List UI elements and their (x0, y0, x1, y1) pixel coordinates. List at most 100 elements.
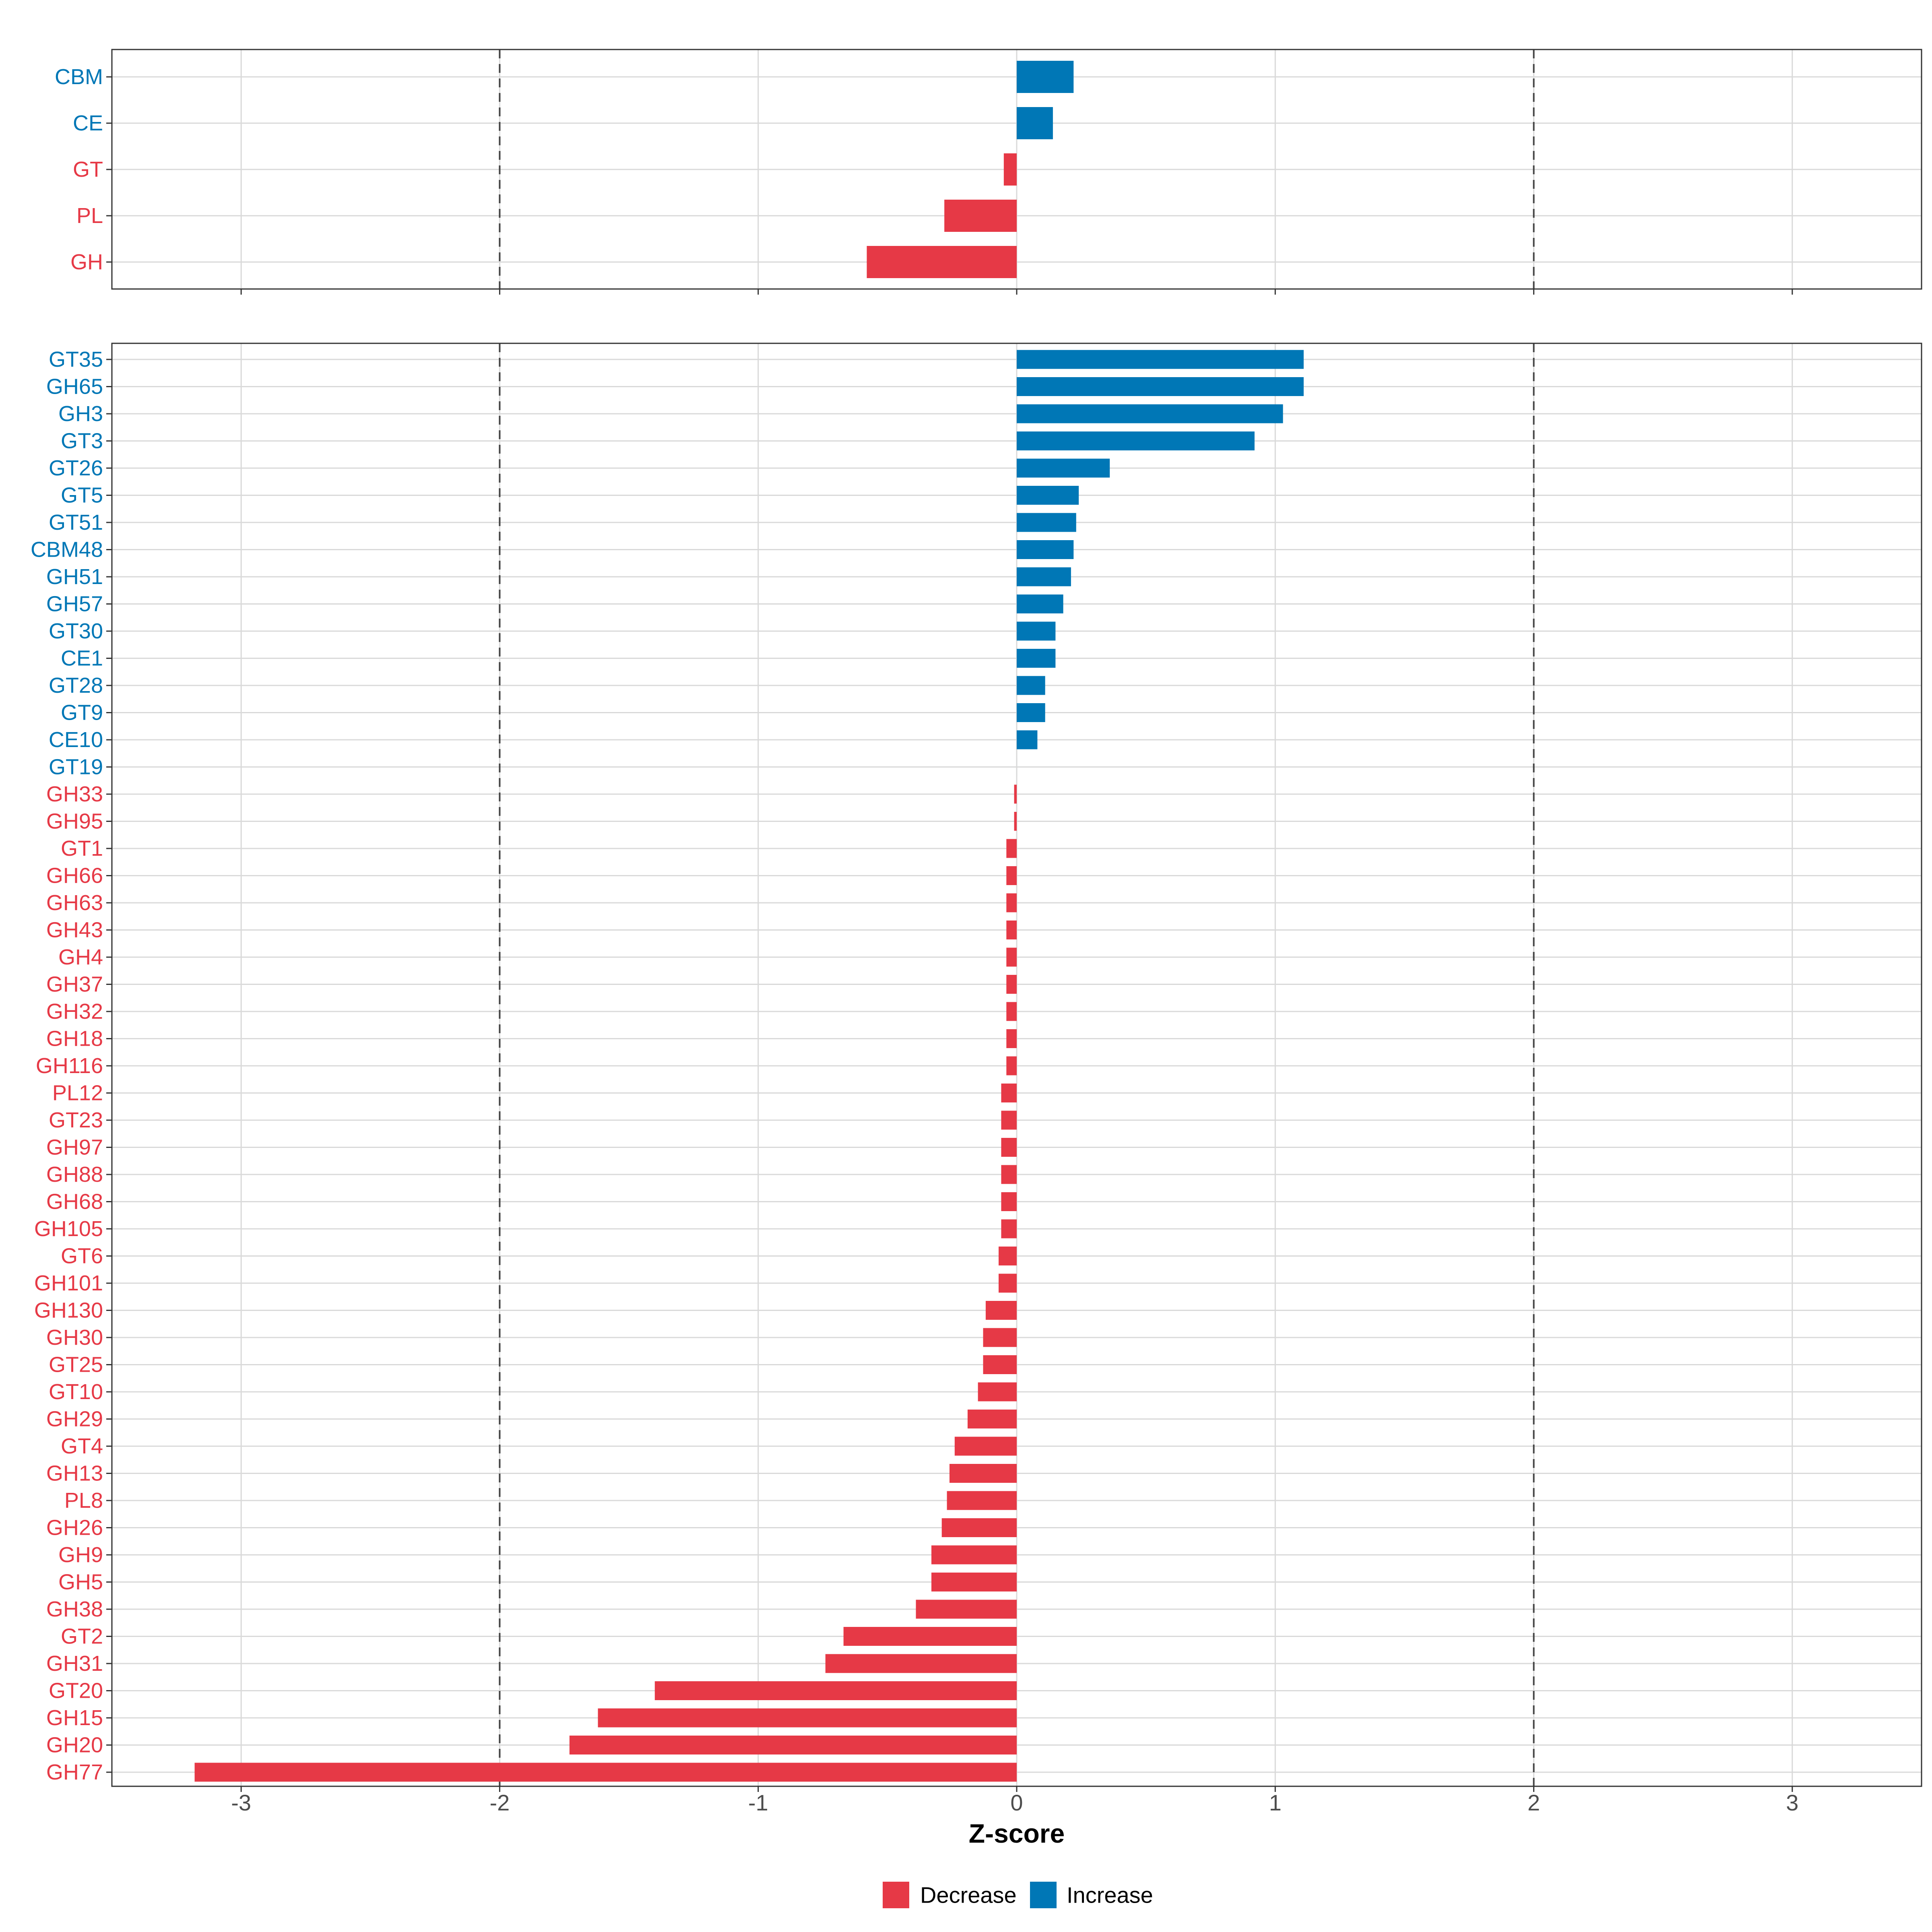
bar-gh51 (1017, 567, 1071, 586)
category-label-gh13: GH13 (46, 1461, 103, 1486)
x-tick-label: -1 (748, 1790, 768, 1815)
category-label-ce10: CE10 (49, 728, 103, 752)
category-label-gh66: GH66 (46, 864, 103, 888)
category-label-gt3: GT3 (61, 429, 103, 453)
bar-gt (1003, 153, 1017, 186)
category-label-gh43: GH43 (46, 918, 103, 942)
bar-gh29 (967, 1410, 1017, 1428)
category-label-gh51: GH51 (46, 565, 103, 589)
category-label-gh5: GH5 (58, 1570, 103, 1594)
bar-gt6 (999, 1247, 1017, 1265)
category-label-gt26: GT26 (49, 456, 103, 480)
bar-gh5 (931, 1573, 1017, 1591)
bar-ce1 (1017, 649, 1056, 668)
category-label-gh63: GH63 (46, 891, 103, 915)
bar-gh88 (1001, 1165, 1017, 1184)
category-label-gt20: GT20 (49, 1679, 103, 1703)
category-label-gh37: GH37 (46, 972, 103, 997)
category-label-cbm48: CBM48 (31, 538, 103, 562)
category-label-gt35: GT35 (49, 347, 103, 372)
category-label-gt9: GT9 (61, 701, 103, 725)
category-label-gh57: GH57 (46, 592, 103, 616)
bar-ce (1017, 107, 1053, 139)
category-label-gh15: GH15 (46, 1706, 103, 1730)
x-tick-label: -2 (490, 1790, 510, 1815)
bar-gh43 (1006, 921, 1017, 939)
bar-gh3 (1017, 404, 1283, 423)
bar-gh97 (1001, 1138, 1017, 1157)
category-label-gh3: GH3 (58, 402, 103, 426)
category-label-ce1: CE1 (61, 646, 103, 671)
bar-gt23 (1001, 1110, 1017, 1130)
category-label-gh33: GH33 (46, 782, 103, 806)
legend-swatch-decrease (883, 1882, 909, 1908)
category-label-gh95: GH95 (46, 809, 103, 834)
bar-gh77 (194, 1763, 1017, 1782)
bar-gh101 (999, 1274, 1017, 1293)
category-label-gh65: GH65 (46, 375, 103, 399)
category-label-gh26: GH26 (46, 1516, 103, 1540)
bar-cbm48 (1017, 540, 1074, 559)
category-label-gt25: GT25 (49, 1353, 103, 1377)
category-label-gh20: GH20 (46, 1733, 103, 1757)
category-label-gt4: GT4 (61, 1434, 103, 1458)
bar-gh105 (1001, 1219, 1017, 1238)
category-label-gh116: GH116 (36, 1054, 103, 1078)
bar-gh66 (1006, 866, 1017, 885)
category-label-gt28: GT28 (49, 673, 103, 698)
category-label-pl8: PL8 (64, 1488, 103, 1513)
category-label-gh88: GH88 (46, 1162, 103, 1187)
legend: Decrease Increase (883, 1882, 1153, 1908)
category-label-gt1: GT1 (61, 836, 103, 861)
x-tick-label: 2 (1527, 1790, 1540, 1815)
category-label-gh18: GH18 (46, 1027, 103, 1051)
x-tick-label: 1 (1269, 1790, 1282, 1815)
x-tick-label: 0 (1010, 1790, 1023, 1815)
bar-gh37 (1006, 975, 1017, 994)
bar-ce10 (1017, 730, 1038, 749)
bar-gh4 (1006, 947, 1017, 967)
category-label-gt51: GT51 (49, 510, 103, 535)
category-label-gh105: GH105 (34, 1217, 103, 1241)
bar-gt20 (654, 1681, 1017, 1700)
bar-gh63 (1006, 893, 1017, 912)
category-label-gh77: GH77 (46, 1760, 103, 1784)
bar-gt9 (1017, 703, 1045, 722)
bar-gh68 (1001, 1192, 1017, 1211)
category-label-gt23: GT23 (49, 1108, 103, 1132)
category-label-gh31: GH31 (46, 1651, 103, 1676)
category-label-gh97: GH97 (46, 1135, 103, 1160)
bar-gh116 (1006, 1056, 1017, 1075)
bar-pl12 (1001, 1084, 1017, 1102)
category-label-gh: GH (70, 250, 103, 274)
category-label-gt5: GT5 (61, 483, 103, 508)
bar-gt3 (1017, 431, 1255, 450)
bar-gh33 (1014, 784, 1017, 804)
x-axis-title: Z-score (969, 1818, 1065, 1848)
legend-label-decrease: Decrease (920, 1882, 1017, 1908)
category-label-gh4: GH4 (58, 945, 103, 969)
bar-gt28 (1017, 676, 1045, 695)
category-label-gt: GT (73, 157, 103, 182)
category-label-gt6: GT6 (61, 1244, 103, 1268)
category-label-gh32: GH32 (46, 999, 103, 1024)
bar-gh20 (569, 1736, 1017, 1754)
x-tick-label: 3 (1786, 1790, 1798, 1815)
panel-class-level: CBM CE GT PL GH (55, 49, 1922, 295)
category-label-gh68: GH68 (46, 1190, 103, 1214)
bar-gt30 (1017, 621, 1056, 641)
category-label-gt30: GT30 (49, 619, 103, 643)
category-label-gt2: GT2 (61, 1624, 103, 1649)
category-label-ce: CE (73, 111, 103, 135)
bar-gh57 (1017, 594, 1063, 613)
bar-gt1 (1006, 839, 1017, 858)
category-label-gh38: GH38 (46, 1597, 103, 1621)
x-tick-label: -3 (231, 1790, 251, 1815)
legend-label-increase: Increase (1067, 1882, 1153, 1908)
bar-cbm (1017, 61, 1074, 93)
category-label-gh9: GH9 (58, 1543, 103, 1567)
bar-gh31 (825, 1654, 1017, 1673)
bar-gh38 (916, 1600, 1017, 1619)
